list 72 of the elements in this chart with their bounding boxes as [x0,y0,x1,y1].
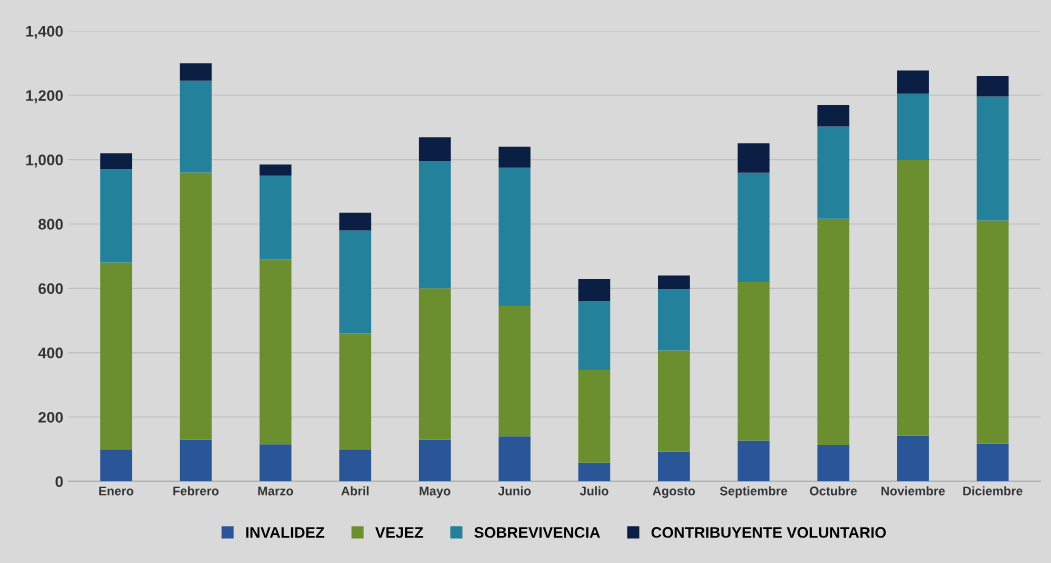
x-tick-label: Octubre [809,486,857,496]
x-tick-label: Enero [99,486,134,496]
bar [498,146,531,168]
bar [657,289,690,351]
y-tick-label: 1,000 [26,154,63,168]
bar [578,462,611,482]
bar [100,449,133,482]
legend-label: VEJEZ [375,527,424,538]
x-tick-label: Agosto [652,486,695,498]
bar [259,444,292,482]
x-tick-label: Febrero [173,486,219,496]
bar [339,449,372,482]
bar [179,63,212,81]
x-tick-label: Noviembre [881,486,945,496]
bar [259,164,292,176]
bar [897,159,929,436]
bar [976,76,1009,97]
bar [897,93,929,160]
x-tick-label: Julio [579,486,609,496]
y-tick-label: 600 [38,283,63,295]
bar [578,279,611,302]
bar [259,175,292,260]
bar [100,169,133,263]
bar [897,435,929,482]
bar [817,218,850,446]
x-tick-label: Junio [498,486,531,496]
bar [498,167,531,307]
y-tick-label: 800 [38,218,63,230]
bar [976,220,1009,444]
bar [976,96,1009,221]
y-tick-label: 0 [55,476,63,488]
bar [259,259,292,445]
x-tick-label: Mayo [419,486,451,498]
bar [817,126,850,219]
bar [498,306,531,437]
bar [817,104,850,127]
legend-label: INVALIDEZ [246,527,325,538]
bar [339,333,372,450]
bar [578,370,611,463]
bar [737,172,770,282]
bar [817,445,850,482]
bar [418,137,451,162]
x-tick-label: Abril [341,486,369,496]
bar [737,143,770,173]
legend-label: CONTRIBUYENTE VOLUNTARIO [651,527,886,538]
y-tick-label: 200 [38,411,63,423]
y-tick-label: 1,200 [26,90,63,104]
y-tick-label: 400 [38,347,63,359]
bar [657,451,690,482]
bar [657,350,690,452]
bar [418,161,451,289]
legend-label: SOBREVIVENCIA [474,527,601,538]
bar [179,439,212,482]
bar [657,275,690,290]
bar [897,70,929,94]
bar [737,440,770,482]
x-tick-label: Marzo [258,486,294,496]
x-tick-label: Septiembre [719,486,788,498]
bar [578,301,611,371]
x-tick-label: Diciembre [963,486,1023,496]
bar [418,439,451,482]
y-tick-label: 1,400 [26,25,63,39]
bar [179,80,212,173]
bar [100,262,133,450]
bar [339,230,372,334]
bar [737,281,770,441]
bar [100,153,133,170]
bar [976,443,1009,482]
bar [339,212,372,231]
bar [498,436,531,482]
bar [179,172,212,440]
bar [418,288,451,440]
